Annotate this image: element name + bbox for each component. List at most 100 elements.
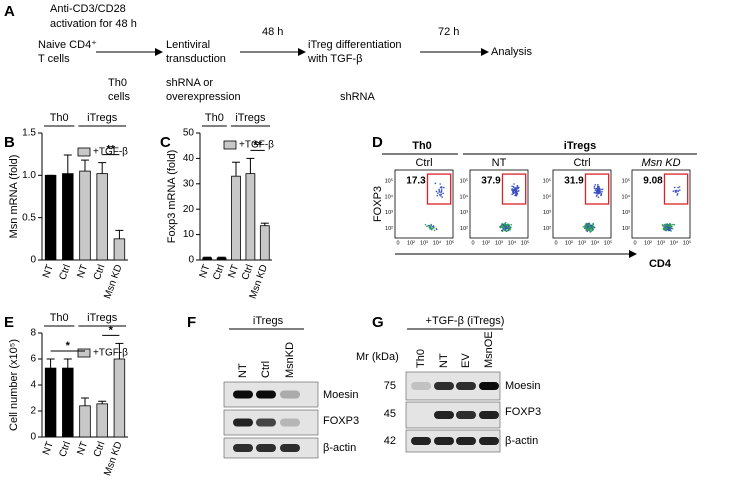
event-dot [517,190,520,192]
x-tick-label: NT [198,263,213,279]
event-dot [440,193,442,196]
panel-letter: G [372,314,384,331]
y-axis-label: Cell number (x10⁵) [8,339,20,431]
y-tick-label: 10 [183,229,195,240]
panel-letter: A [4,3,15,20]
y-tick-label: 10⁵ [543,178,551,185]
legend-swatch [223,140,237,150]
event-dot [674,191,677,193]
gate [584,173,610,205]
x-tick-label: 10³ [495,240,503,246]
y-tick-label: 30 [183,178,195,189]
event-dot [499,226,501,228]
event-dot [593,187,596,190]
event-dot [596,192,599,195]
event-dot [597,196,600,199]
sample-label: Ctrl [415,157,432,169]
blot-band [233,444,253,452]
duration: 72 h [438,26,459,38]
legend-swatch [77,147,91,157]
step: with TGF-β [307,53,362,65]
event-dot [668,223,671,226]
event-dot [594,191,596,194]
group-label: iTregs [87,112,118,124]
event-dot [438,191,441,193]
x-tick-label: 0 [396,240,399,246]
significance-label: * [109,324,114,336]
band-label: FOXP3 [323,415,359,427]
event-dot [601,190,603,193]
step-note: Th0 [108,77,127,89]
event-dot [436,194,439,197]
event-dot [512,185,515,188]
event-dot [598,192,601,194]
event-dot [511,185,513,188]
y-tick-label: 2 [30,406,36,417]
gate [426,173,452,205]
x-tick-label: 10³ [578,240,586,246]
blot-band [256,444,276,452]
event-dot [667,224,670,227]
event-dot [673,186,676,189]
duration: 48 h [262,26,283,38]
y-tick-label: 8 [30,328,36,339]
group-label: iTregs [87,312,118,324]
y-tick-label: 10² [460,226,468,232]
event-dot [518,186,520,189]
event-dot [601,188,604,191]
event-dot [501,224,503,227]
step-note: cells [108,91,131,103]
y-tick-label: 10² [385,226,393,232]
blot-band [233,418,253,427]
step: T cells [38,53,70,65]
event-dot [671,223,674,226]
y-tick-label: 10⁵ [385,178,393,185]
event-dot [588,229,591,232]
event-dot [596,194,598,197]
y-tick-label: 6 [30,354,36,365]
event-dot [597,183,599,186]
lane-label: MsnOE [483,331,495,368]
event-dot [440,191,442,194]
event-dot [666,223,669,226]
x-tick-label: 10⁴ [591,239,600,246]
x-tick-label: 10² [407,240,415,246]
event-dot [513,188,516,191]
event-dot [505,230,508,233]
x-tick-label: Ctrl [57,263,73,281]
band-label: β-actin [505,435,538,447]
y-axis-label: Foxp3 mRNA (fold) [166,150,178,244]
band-label: β-actin [323,442,356,454]
x-tick-label: Ctrl [92,440,108,458]
event-dot [592,228,595,230]
y-tick-label: 10³ [460,210,468,216]
event-dot [594,184,597,186]
blot-header: +TGF-β (iTregs) [426,315,505,327]
event-dot [588,224,591,227]
bar [79,170,91,261]
blot-band [456,437,476,445]
y-tick-label: 10⁵ [622,178,630,185]
event-dot [669,224,672,227]
bar [231,175,241,261]
x-tick-label: NT [41,440,56,456]
event-dot [509,227,512,229]
gate-value: 37.9 [481,176,501,187]
x-tick-label: 10⁵ [446,239,454,246]
group-label: Th0 [412,140,432,152]
event-dot [502,223,504,225]
panel-letter: F [187,314,196,331]
event-dot [511,188,513,190]
blot-band [280,444,300,452]
step-note: shRNA [340,91,376,103]
blot-header: iTregs [253,315,284,327]
y-tick-label: 10³ [385,210,393,216]
step-note: overexpression [166,91,241,103]
event-dot [435,228,438,231]
marker-label: 45 [384,408,396,420]
y-tick-label: 10³ [622,210,630,216]
event-dot [441,196,444,198]
marker-label: 42 [384,435,396,447]
x-tick-label: 10⁵ [604,239,612,246]
